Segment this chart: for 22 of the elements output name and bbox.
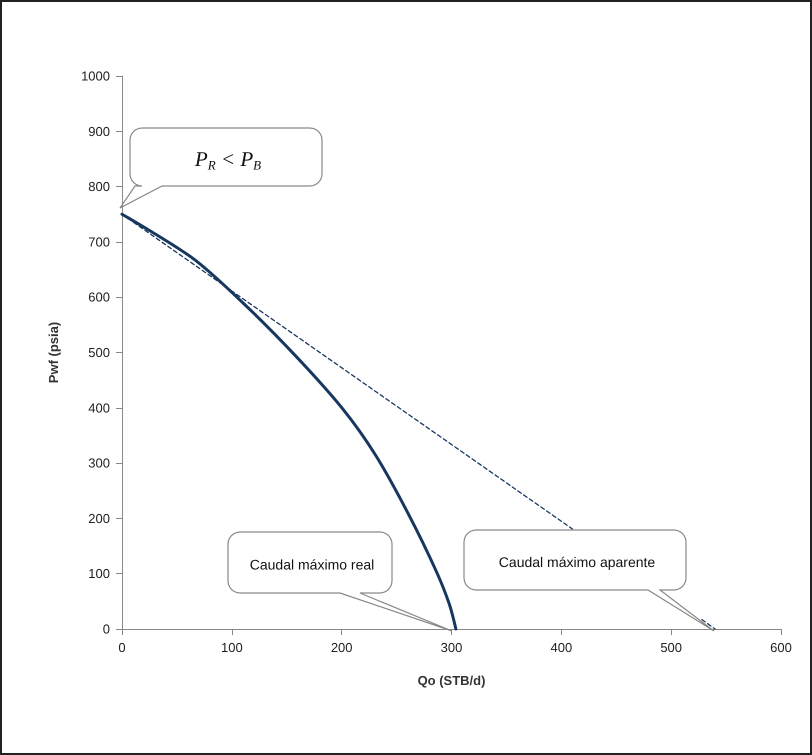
y-axis-title: Pwf (psia) (46, 322, 61, 384)
y-tick-label: 700 (88, 234, 110, 250)
x-tick-label: 100 (220, 640, 243, 655)
y-tick-label: 600 (88, 290, 110, 305)
x-tick-label: 400 (550, 640, 572, 655)
y-tick-label: 400 (88, 400, 110, 416)
y-tick-label: 300 (88, 456, 110, 471)
x-tick-label: 500 (660, 640, 682, 655)
x-tick-label: 300 (440, 640, 462, 655)
annotation: Caudal máximo aparente (498, 554, 656, 570)
x-axis-title: Qo (STB/d) (418, 673, 486, 688)
x-tick-label: 0 (118, 640, 126, 655)
y-tick-label: 900 (88, 124, 110, 139)
y-tick-label: 800 (88, 179, 110, 194)
annotation: Caudal máximo real (250, 556, 374, 572)
x-tick-label: 600 (770, 640, 792, 655)
y-tick-label: 0 (102, 622, 110, 636)
y-tick-label: 1000 (81, 68, 110, 84)
x-tick-label: 200 (330, 640, 353, 655)
y-tick-label: 500 (88, 345, 110, 360)
y-tick-label: 100 (88, 566, 110, 582)
y-tick-label: 200 (88, 510, 110, 526)
